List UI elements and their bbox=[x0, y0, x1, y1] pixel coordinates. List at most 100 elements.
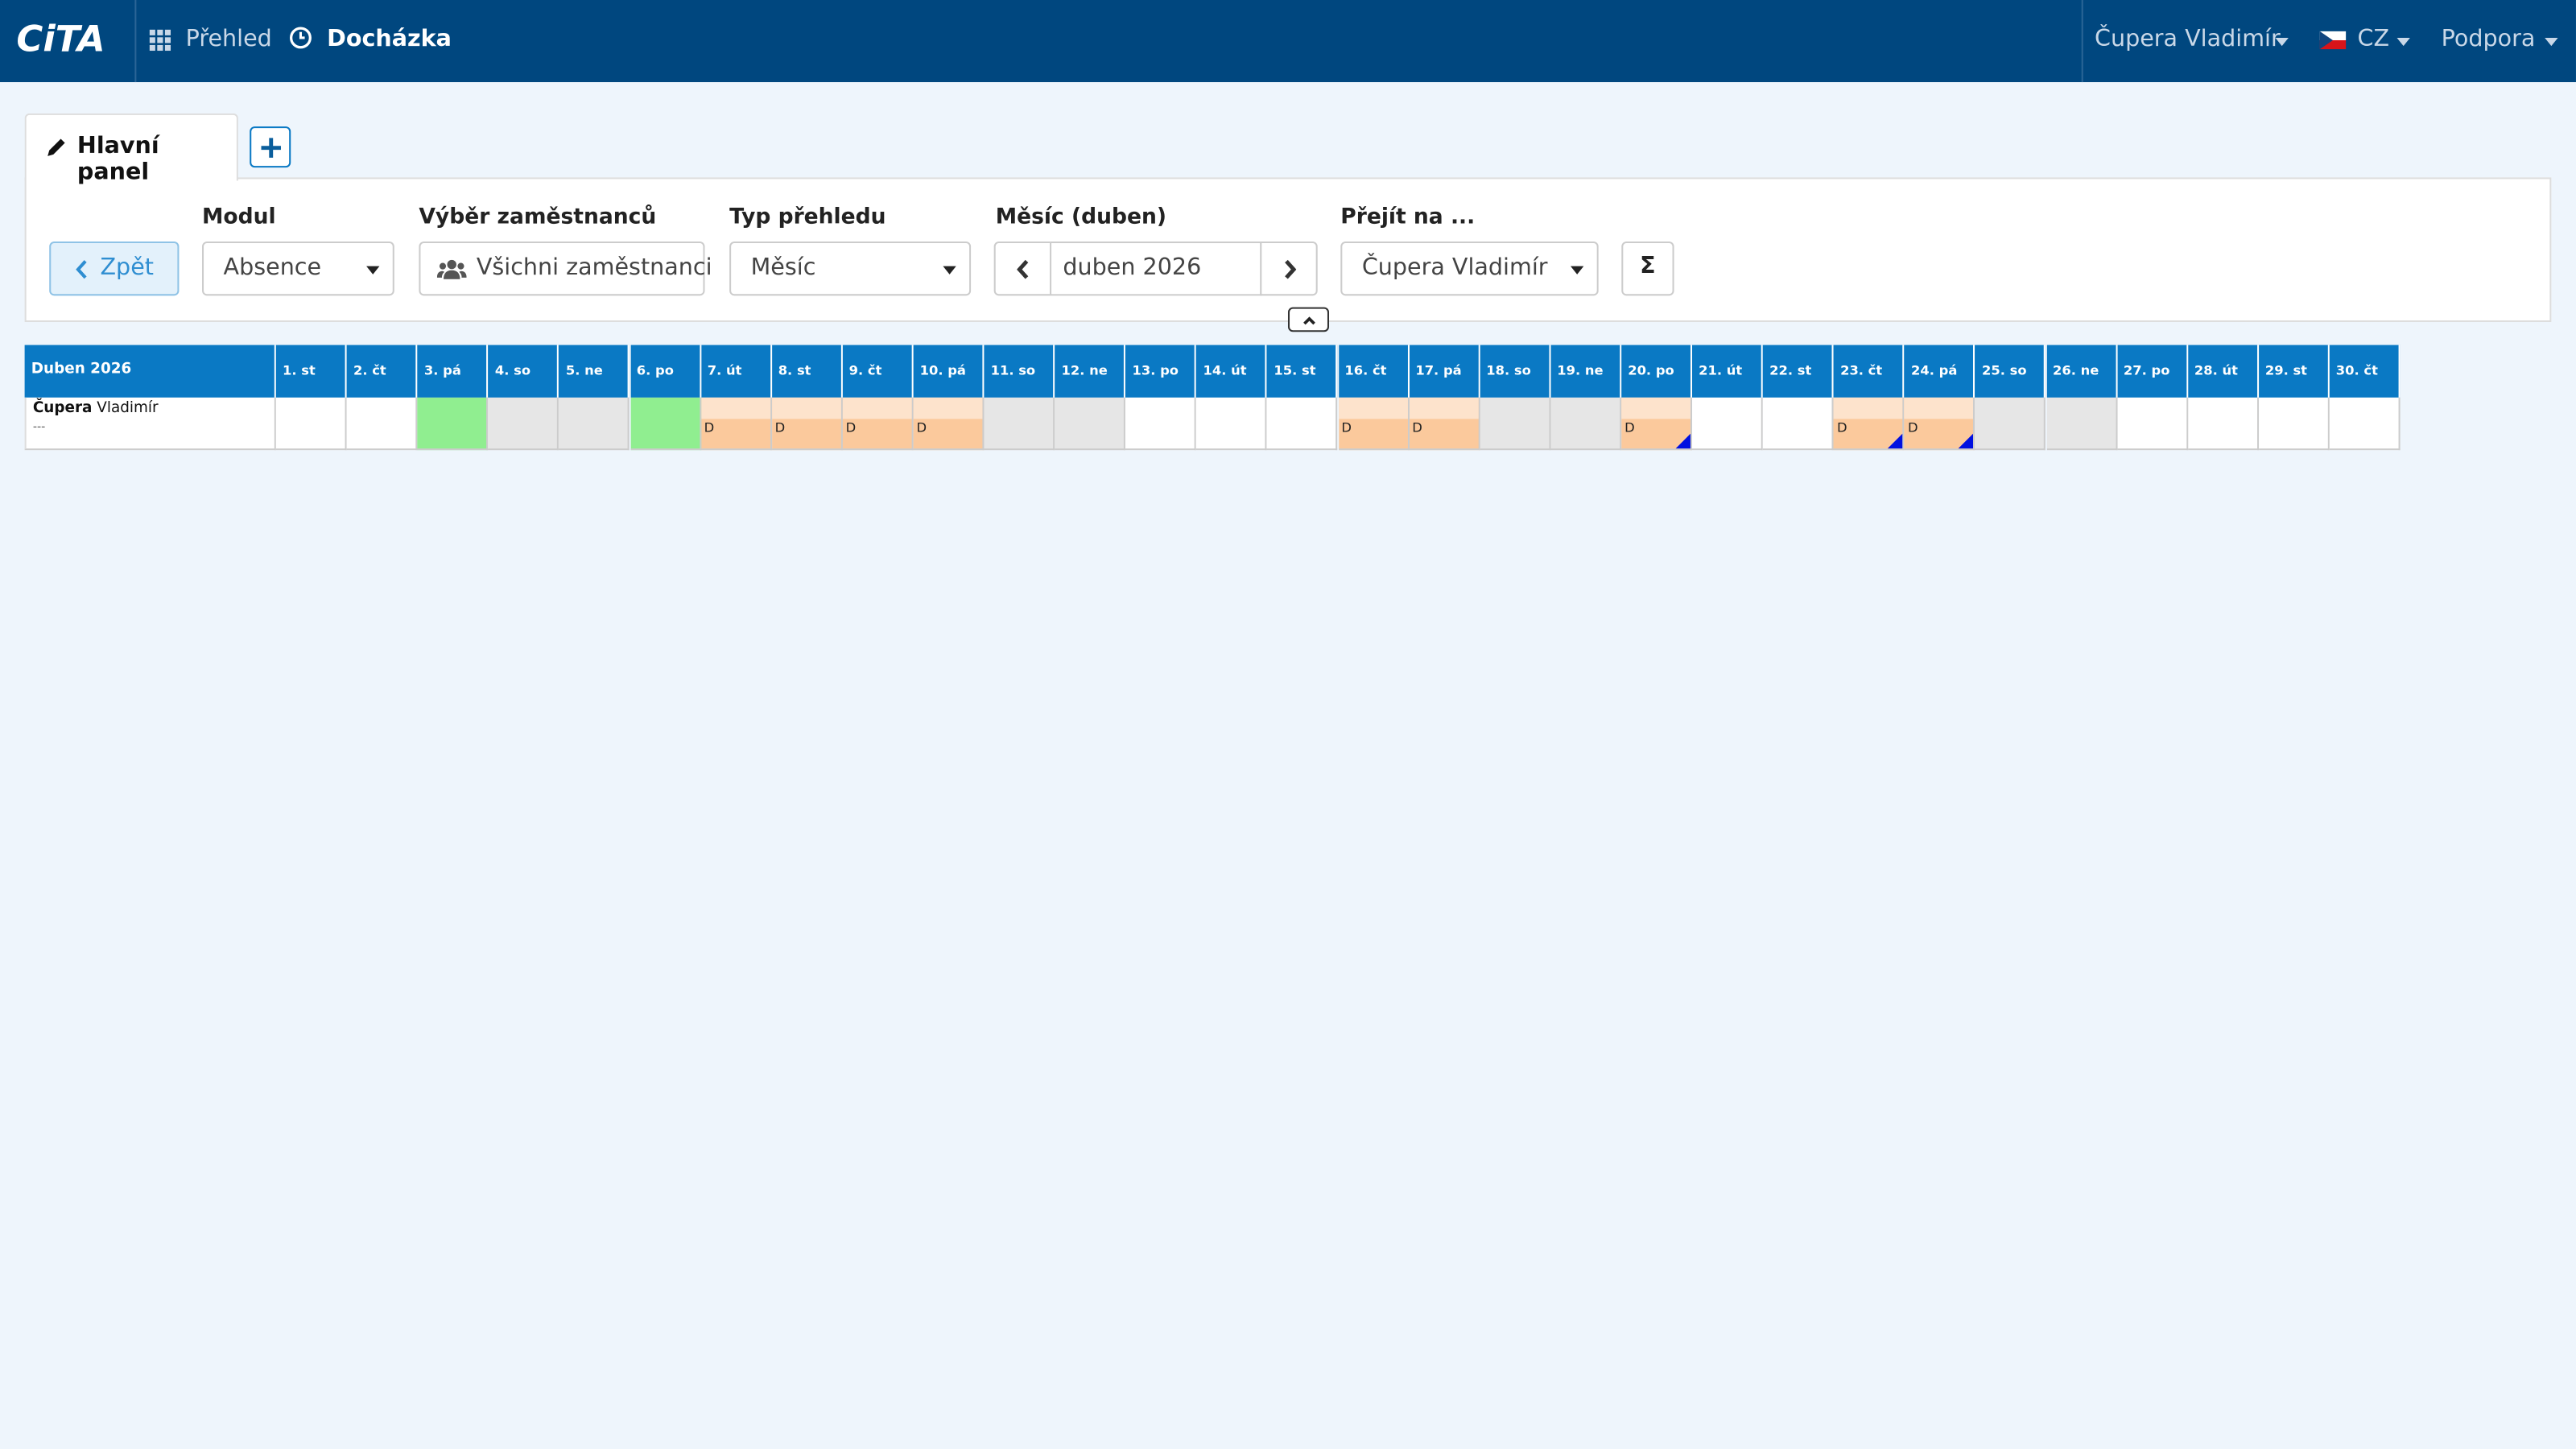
day-header: 21. út bbox=[1692, 345, 1763, 398]
day-header: 2. čt bbox=[346, 345, 418, 398]
month-input[interactable]: duben 2026 bbox=[1050, 241, 1262, 296]
day-cell bbox=[1196, 397, 1268, 451]
day-cell bbox=[1692, 397, 1763, 451]
day-header: 19. ne bbox=[1550, 345, 1622, 398]
cell-top bbox=[771, 397, 841, 419]
picker-value: Všichni zaměstnanci bbox=[476, 254, 712, 281]
day-header: 25. so bbox=[1975, 345, 2046, 398]
day-cell bbox=[630, 397, 701, 451]
employee-picker[interactable]: Všichni zaměstnanci bbox=[419, 241, 712, 296]
day-header: 6. po bbox=[630, 345, 701, 398]
day-cell bbox=[1267, 397, 1339, 451]
day-header: 13. po bbox=[1125, 345, 1197, 398]
user-menu[interactable]: Čupera Vladimír bbox=[2095, 26, 2281, 53]
tab-label: Hlavní panel bbox=[76, 133, 159, 186]
tab[interactable]: Hlavní panel bbox=[24, 113, 238, 186]
select-value: Čupera Vladimír bbox=[1361, 254, 1548, 281]
day-header: 27. po bbox=[2116, 345, 2188, 398]
prev-month[interactable] bbox=[993, 241, 1052, 296]
day-cell bbox=[1762, 397, 1834, 451]
cell-code: D bbox=[1412, 420, 1422, 436]
language-menu[interactable]: CZ bbox=[2357, 26, 2390, 53]
day-cell bbox=[2116, 397, 2188, 451]
select[interactable]: Měsíc bbox=[729, 241, 972, 296]
field-label: Typ přehledu bbox=[729, 205, 886, 230]
navbar: CiTA Přehled Docházka Čupera Vladimír CZ… bbox=[0, 0, 2576, 83]
cell-top bbox=[1833, 397, 1903, 419]
day-cell bbox=[275, 397, 347, 451]
cell-top bbox=[842, 397, 912, 419]
back-label: Zpět bbox=[100, 254, 155, 281]
cell-code: D bbox=[1341, 420, 1352, 436]
cell-code: D bbox=[774, 420, 786, 436]
day-cell bbox=[2187, 397, 2259, 451]
day-cell bbox=[417, 397, 489, 451]
collapse-button[interactable] bbox=[1287, 307, 1330, 332]
cell-top bbox=[1338, 397, 1408, 419]
employee-cell: Čupera Vladimír --- bbox=[24, 397, 276, 451]
day-header: 20. po bbox=[1621, 345, 1692, 398]
day-header: 28. út bbox=[2187, 345, 2259, 398]
day-cell: D bbox=[771, 397, 843, 451]
cell-flag bbox=[1959, 433, 1974, 449]
employee-note: --- bbox=[32, 420, 46, 434]
cell-code: D bbox=[845, 420, 857, 436]
day-header: 4. so bbox=[488, 345, 559, 398]
day-cell bbox=[1055, 397, 1126, 451]
select[interactable]: Čupera Vladimír bbox=[1340, 241, 1599, 296]
day-cell bbox=[488, 397, 559, 451]
select[interactable]: Absence bbox=[202, 241, 394, 296]
nav-link-active[interactable]: Docházka bbox=[327, 26, 452, 53]
cell-top bbox=[1409, 397, 1479, 419]
day-header: 7. út bbox=[700, 345, 772, 398]
day-cell bbox=[1975, 397, 2046, 451]
day-header: 15. st bbox=[1267, 345, 1339, 398]
select-value: Měsíc bbox=[750, 254, 816, 281]
day-header: 8. st bbox=[771, 345, 843, 398]
day-cell bbox=[346, 397, 418, 451]
nav-link[interactable]: Přehled bbox=[185, 26, 272, 53]
day-header: 26. ne bbox=[2046, 345, 2117, 398]
day-cell bbox=[2329, 397, 2401, 451]
day-cell bbox=[1480, 397, 1551, 451]
day-header: 29. st bbox=[2258, 345, 2330, 398]
day-header: 1. st bbox=[275, 345, 347, 398]
day-cell: D bbox=[700, 397, 772, 451]
sum-button[interactable]: Σ bbox=[1621, 241, 1674, 296]
day-cell bbox=[559, 397, 630, 451]
select-value: Absence bbox=[223, 254, 322, 281]
employee-name: Čupera Vladimír bbox=[33, 401, 159, 417]
day-header: 17. pá bbox=[1409, 345, 1480, 398]
support-menu[interactable]: Podpora bbox=[2441, 26, 2536, 53]
day-header: 14. út bbox=[1196, 345, 1268, 398]
flag bbox=[2319, 31, 2347, 50]
day-cell: D bbox=[842, 397, 914, 451]
surname: Čupera bbox=[32, 400, 93, 418]
cell-top bbox=[1621, 397, 1690, 419]
day-header: 11. so bbox=[984, 345, 1055, 398]
day-header: 18. so bbox=[1480, 345, 1551, 398]
table-title: Duben 2026 bbox=[24, 345, 276, 398]
grid-icon bbox=[149, 29, 171, 52]
day-header: 24. pá bbox=[1904, 345, 1975, 398]
field-label: Modul bbox=[202, 205, 276, 230]
logo: CiTA bbox=[16, 19, 105, 61]
day-header: 30. čt bbox=[2329, 345, 2401, 398]
day-cell bbox=[2046, 397, 2117, 451]
back-button[interactable]: Zpět bbox=[49, 241, 180, 296]
first-name: Vladimír bbox=[97, 400, 159, 418]
field-label: Měsíc (duben) bbox=[995, 205, 1166, 230]
day-cell bbox=[1550, 397, 1622, 451]
day-header: 12. ne bbox=[1055, 345, 1126, 398]
cell-top bbox=[700, 397, 770, 419]
cell-top bbox=[913, 397, 983, 419]
cell-code: D bbox=[916, 420, 927, 436]
add-tab-button[interactable] bbox=[250, 126, 291, 168]
cell-flag bbox=[1675, 433, 1690, 449]
day-cell: D bbox=[1338, 397, 1410, 451]
day-header: 9. čt bbox=[842, 345, 914, 398]
clock-icon bbox=[289, 27, 312, 49]
next-month[interactable] bbox=[1260, 241, 1318, 296]
day-cell: D bbox=[1621, 397, 1692, 451]
